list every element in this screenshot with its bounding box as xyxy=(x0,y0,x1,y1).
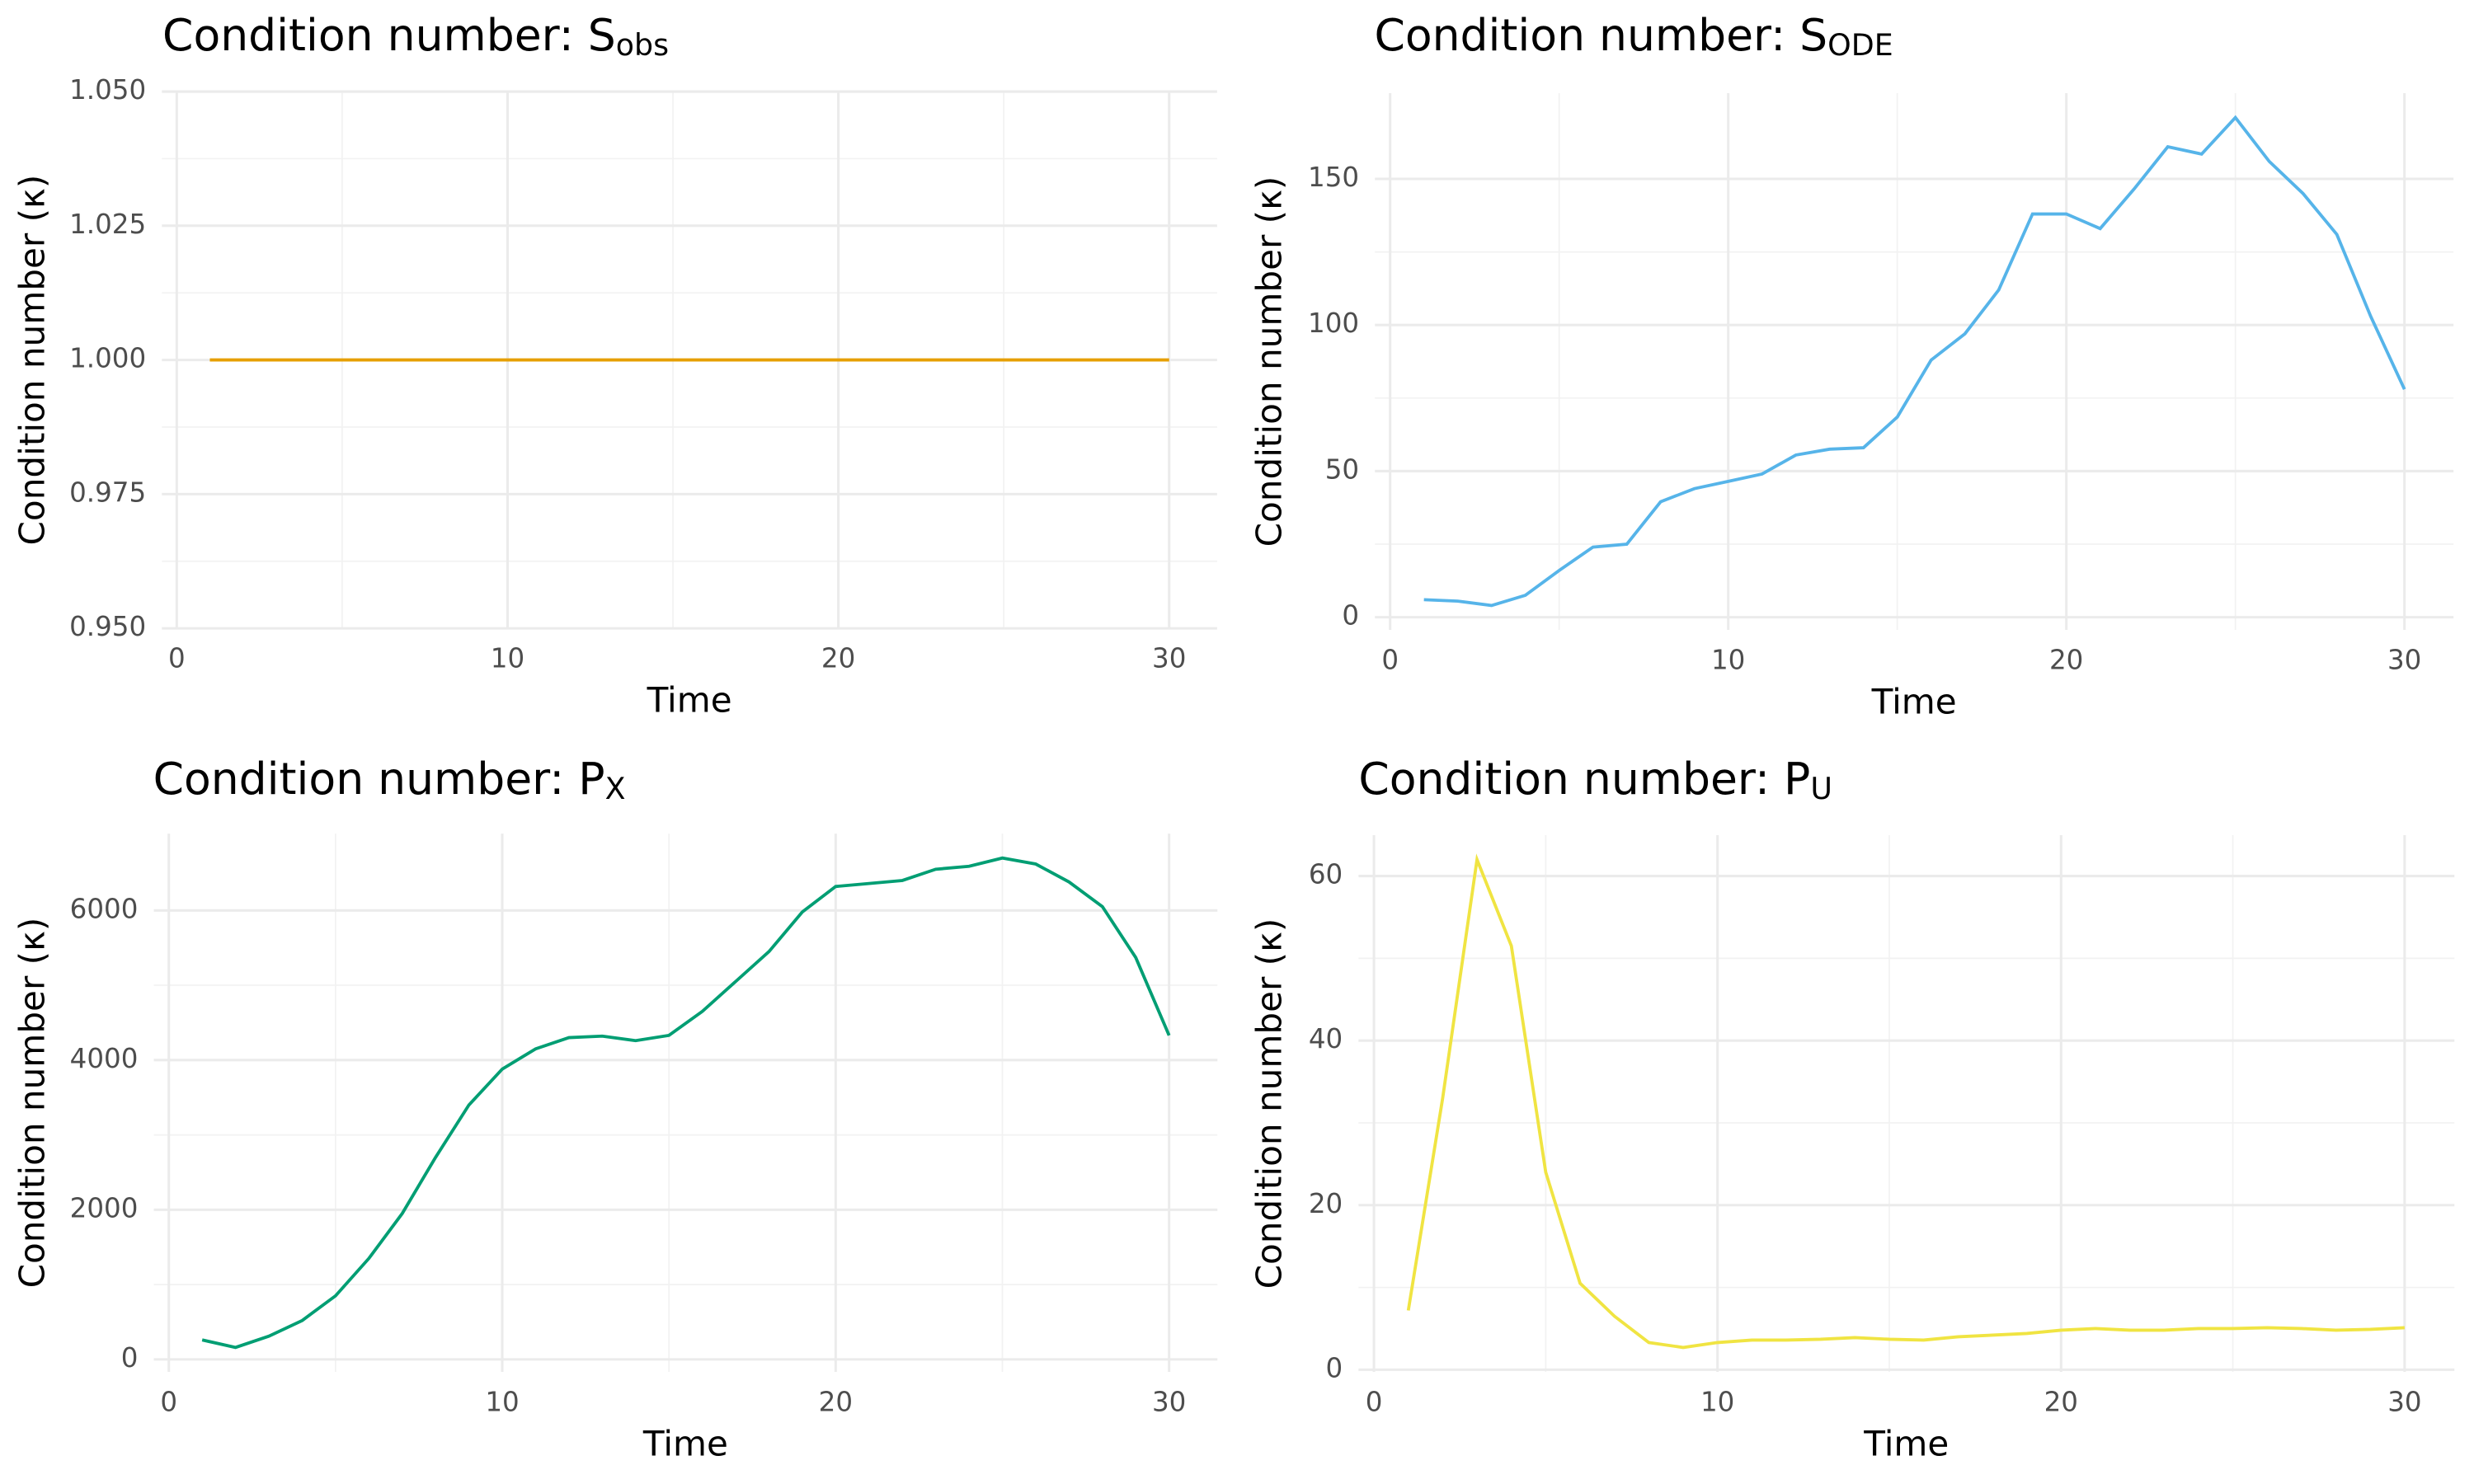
y-tick-label: 0.950 xyxy=(69,611,146,642)
y-axis-title: Condition number (κ) xyxy=(1249,918,1290,1289)
panel-title: Condition number: PX xyxy=(153,752,626,805)
x-axis-title: Time xyxy=(642,1424,728,1464)
y-tick-label: 0 xyxy=(121,1342,139,1374)
x-axis-title: Time xyxy=(1863,1424,1949,1464)
x-tick-label: 10 xyxy=(485,1386,519,1417)
y-tick-label: 4000 xyxy=(70,1043,139,1074)
x-tick-label: 10 xyxy=(1700,1386,1734,1417)
title-subscript: U xyxy=(1810,771,1832,806)
x-tick-label: 20 xyxy=(819,1386,853,1417)
title-subscript: ODE xyxy=(1827,27,1893,63)
x-tick-label: 20 xyxy=(2044,1386,2078,1417)
x-tick-label: 10 xyxy=(491,642,524,674)
x-tick-label: 30 xyxy=(2387,1386,2421,1417)
y-tick-label: 6000 xyxy=(70,893,139,924)
panel-title: Condition number: Sobs xyxy=(162,9,669,63)
panel: Condition number: SODE 0 50 100 150 0 10 20 30 Ti… xyxy=(1249,9,2454,722)
title-main: Condition number: P xyxy=(153,752,605,804)
data-line xyxy=(1423,115,2406,608)
data-line xyxy=(201,856,1171,1350)
y-tick-label: 100 xyxy=(1308,308,1359,339)
x-tick-label: 30 xyxy=(1152,642,1186,674)
y-tick-label: 150 xyxy=(1308,162,1359,193)
x-tick-label: 20 xyxy=(2049,644,2083,675)
y-tick-label: 20 xyxy=(1309,1188,1343,1219)
data-line xyxy=(1406,853,2405,1350)
x-tick-label: 30 xyxy=(2387,644,2421,675)
panel: Condition number: PX 0 2000 4000 6000 0 10 20 30… xyxy=(12,752,1218,1464)
panel-title: Condition number: SODE xyxy=(1374,9,1893,63)
title-main: Condition number: S xyxy=(1374,9,1827,61)
y-tick-label: 2000 xyxy=(70,1192,139,1223)
panel: Condition number: PU 0 20 40 60 0 10 20 30 Time Co… xyxy=(1249,752,2455,1464)
y-tick-label: 1.050 xyxy=(69,74,146,106)
y-tick-label: 0 xyxy=(1342,600,1359,632)
x-tick-label: 0 xyxy=(1381,644,1399,675)
title-subscript: X xyxy=(605,771,626,806)
y-tick-label: 40 xyxy=(1309,1023,1343,1054)
x-tick-label: 0 xyxy=(168,642,186,674)
y-tick-label: 50 xyxy=(1325,453,1359,485)
y-axis-title: Condition number (κ) xyxy=(1249,176,1290,547)
y-tick-label: 0.975 xyxy=(69,477,146,508)
title-main: Condition number: S xyxy=(162,9,616,61)
panel: Condition number: Sobs 0.950 0.975 1.000 1.0… xyxy=(12,9,1217,721)
y-axis-title: Condition number (κ) xyxy=(12,918,53,1289)
title-subscript: obs xyxy=(616,27,669,63)
y-axis-title: Condition number (κ) xyxy=(12,175,53,546)
x-tick-label: 30 xyxy=(1152,1386,1186,1417)
y-tick-label: 0 xyxy=(1326,1352,1343,1383)
panel-title: Condition number: PU xyxy=(1358,752,1832,805)
x-axis-title: Time xyxy=(647,680,732,721)
title-main: Condition number: P xyxy=(1358,752,1810,804)
x-axis-title: Time xyxy=(1871,682,1957,722)
x-tick-label: 0 xyxy=(1366,1386,1383,1417)
y-tick-label: 60 xyxy=(1309,859,1343,890)
y-tick-label: 1.025 xyxy=(69,209,146,240)
x-tick-label: 10 xyxy=(1711,644,1745,675)
y-tick-label: 1.000 xyxy=(69,343,146,374)
x-tick-label: 0 xyxy=(160,1386,177,1417)
x-tick-label: 20 xyxy=(821,642,855,674)
